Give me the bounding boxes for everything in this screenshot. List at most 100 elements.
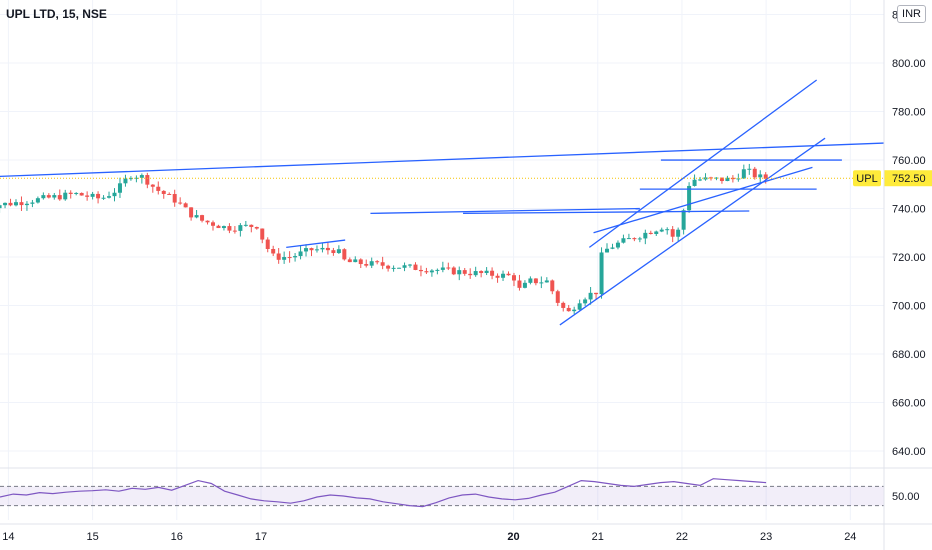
candle-body	[3, 202, 8, 206]
candle-body	[386, 265, 391, 269]
trend-line[interactable]	[588, 79, 818, 248]
candle-body	[19, 202, 24, 206]
candle-body	[708, 177, 713, 179]
candle-body	[544, 280, 549, 283]
trend-line[interactable]	[463, 210, 750, 215]
candle-body	[429, 270, 434, 273]
candle-body	[632, 238, 637, 240]
candle-body	[167, 193, 172, 195]
last-price-tag	[884, 170, 932, 187]
candle-body	[150, 184, 155, 187]
y-tick-label: 680.00	[892, 349, 926, 361]
candle-body	[550, 280, 555, 292]
candle-body	[408, 264, 413, 266]
candle-body	[35, 198, 40, 203]
candle-body	[24, 203, 29, 206]
candle-body	[211, 222, 216, 226]
candle-body	[435, 269, 440, 271]
candle-body	[79, 192, 84, 196]
y-tick-label: 780.00	[892, 107, 926, 119]
candle-body	[676, 229, 681, 237]
candle-body	[320, 247, 325, 250]
candle-body	[364, 264, 369, 266]
candle-body	[665, 229, 670, 231]
candle-body	[232, 230, 237, 232]
candle-body	[189, 207, 194, 218]
candle-body	[90, 193, 95, 197]
y-tick-label: 640.00	[892, 446, 926, 458]
currency-button[interactable]: INR	[897, 5, 926, 23]
candle-body	[468, 273, 473, 276]
trend-line[interactable]	[559, 137, 826, 326]
y-tick-label: 700.00	[892, 301, 926, 313]
candle-body	[397, 267, 402, 269]
candle-body	[221, 226, 226, 229]
candle-body	[517, 280, 522, 288]
x-tick-label: 14	[2, 531, 14, 543]
y-tick-label: 660.00	[892, 398, 926, 410]
candle-body	[101, 197, 106, 199]
candle-body	[63, 192, 68, 200]
rsi-band-fill	[0, 486, 884, 506]
candle-body	[265, 239, 270, 249]
candle-body	[747, 168, 752, 170]
rsi-level-label: 50.00	[892, 491, 920, 503]
candle-body	[610, 247, 615, 249]
candle-body	[681, 210, 686, 230]
y-tick-label: 760.00	[892, 155, 926, 167]
candle-body	[161, 190, 166, 194]
candle-body	[254, 226, 259, 229]
candle-body	[276, 253, 281, 260]
y-tick-label: 740.00	[892, 204, 926, 216]
candle-body	[670, 229, 675, 237]
candle-body	[227, 226, 232, 231]
candle-body	[495, 275, 500, 278]
candle-body	[391, 267, 396, 269]
candle-body	[68, 192, 73, 194]
candle-body	[123, 178, 128, 184]
trend-line[interactable]	[286, 239, 346, 248]
candle-body	[287, 257, 292, 259]
trend-line[interactable]	[0, 142, 885, 178]
x-tick-label: 22	[676, 531, 688, 543]
trend-line[interactable]	[370, 207, 640, 215]
candle-body	[583, 299, 588, 304]
candle-body	[249, 224, 254, 227]
candle-body	[216, 225, 221, 229]
candle-body	[561, 302, 566, 308]
candle-body	[107, 196, 112, 198]
candle-body	[194, 215, 199, 218]
candle-body	[457, 270, 462, 275]
x-tick-label: 23	[760, 531, 772, 543]
x-tick-label: 17	[255, 531, 267, 543]
candle-body	[418, 269, 423, 272]
candle-body	[358, 259, 363, 265]
candle-body	[260, 228, 265, 240]
candle-body	[128, 178, 133, 180]
candle-body	[46, 195, 51, 198]
candle-body	[522, 282, 527, 288]
candle-body	[353, 259, 358, 263]
symbol-title: UPL LTD, 15, NSE	[6, 7, 107, 21]
candle-body	[314, 249, 319, 251]
candle-body	[577, 303, 582, 310]
candle-body	[342, 249, 347, 260]
candle-body	[30, 202, 35, 204]
trend-line[interactable]	[593, 166, 813, 234]
candle-body	[298, 251, 303, 257]
candle-body	[539, 282, 544, 284]
candle-body	[134, 177, 139, 179]
candle-body	[325, 247, 330, 251]
candle-body	[440, 267, 445, 270]
candle-body	[271, 248, 276, 254]
candle-body	[446, 267, 451, 269]
candle-body	[293, 256, 298, 258]
candle-body	[156, 186, 161, 191]
candle-body	[205, 220, 210, 223]
candle-body	[719, 177, 724, 182]
candle-body	[736, 178, 741, 180]
candle-body	[309, 248, 314, 251]
x-tick-label: 21	[592, 531, 604, 543]
candle-body	[451, 267, 456, 275]
